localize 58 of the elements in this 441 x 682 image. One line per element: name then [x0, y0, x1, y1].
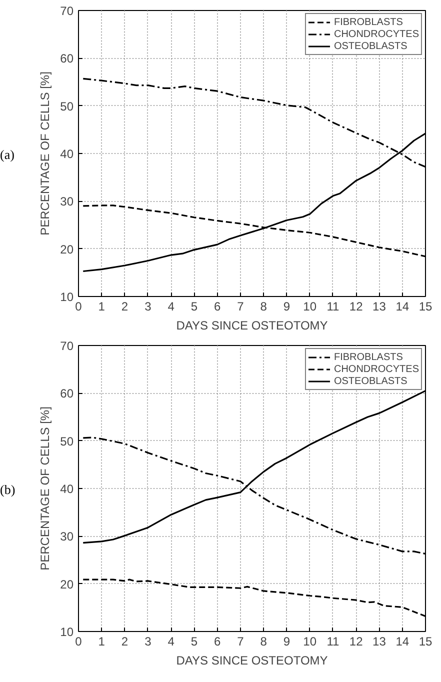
x-tick-label: 13: [372, 634, 386, 648]
x-tick-label: 11: [326, 634, 340, 648]
y-tick-label: 70: [60, 4, 74, 18]
legend-label: CHONDROCYTES: [334, 28, 419, 40]
x-tick-label: 4: [168, 300, 175, 314]
y-tick-label: 30: [60, 530, 74, 544]
x-tick-label: 2: [121, 300, 128, 314]
x-tick-label: 9: [283, 300, 290, 314]
x-tick-label: 5: [190, 634, 198, 648]
x-tick-label: 15: [418, 300, 432, 314]
y-tick-label: 20: [60, 577, 74, 592]
y-tick-label: 60: [60, 386, 74, 401]
x-tick-label: 1: [98, 634, 106, 648]
y-tick-label: 30: [60, 194, 74, 209]
x-tick-label: 13: [372, 300, 386, 314]
text: (a): [0, 146, 14, 164]
x-tick-label: 3: [144, 634, 152, 648]
x-tick-label: 11: [326, 300, 340, 314]
x-tick-label: 5: [190, 300, 198, 314]
y-axis-title: PERCENTAGE OF CELLS [%]: [38, 406, 52, 570]
x-axis-title: DAYS SINCE OSTEOTOMY: [176, 654, 328, 668]
y-tick-label: 20: [60, 242, 74, 256]
y-tick-label: 50: [60, 434, 74, 448]
x-tick-label: 12: [349, 300, 364, 314]
x-tick-label: 1: [98, 300, 106, 314]
legend-label: FIBROBLASTS: [334, 351, 403, 363]
legend-label: FIBROBLASTS: [334, 16, 403, 28]
text: (b): [0, 481, 16, 499]
y-tick-label: 40: [60, 482, 74, 496]
x-tick-label: 14: [396, 634, 410, 648]
y-tick-label: 40: [60, 147, 74, 161]
x-tick-label: 0: [75, 300, 82, 314]
x-tick-label: 2: [121, 634, 128, 648]
y-tick-label: 10: [60, 290, 74, 304]
y-tick-label: 50: [60, 99, 74, 114]
x-axis-title: DAYS SINCE OSTEOTOMY: [176, 318, 328, 332]
x-tick-label: 3: [144, 300, 152, 314]
x-tick-label: 10: [303, 634, 317, 648]
legend-label: CHONDROCYTES: [334, 363, 419, 375]
x-tick-label: 0: [75, 634, 82, 648]
y-axis-title: PERCENTAGE OF CELLS [%]: [38, 72, 52, 236]
x-tick-label: 8: [260, 634, 268, 648]
x-tick-label: 7: [237, 300, 244, 314]
y-tick-label: 60: [60, 52, 74, 66]
x-tick-label: 9: [283, 634, 290, 648]
x-tick-label: 12: [349, 634, 364, 648]
x-tick-label: 7: [237, 634, 244, 648]
legend-label: OSTEOBLASTS: [334, 375, 408, 387]
x-tick-label: 6: [214, 300, 221, 314]
x-tick-label: 4: [168, 634, 175, 648]
x-tick-label: 8: [260, 300, 268, 314]
y-tick-label: 70: [60, 339, 74, 353]
x-tick-label: 15: [418, 634, 432, 648]
x-tick-label: 10: [303, 300, 317, 314]
x-tick-label: 14: [396, 300, 410, 314]
y-tick-label: 10: [60, 625, 74, 639]
x-tick-label: 6: [214, 634, 221, 648]
legend-label: OSTEOBLASTS: [334, 40, 408, 52]
